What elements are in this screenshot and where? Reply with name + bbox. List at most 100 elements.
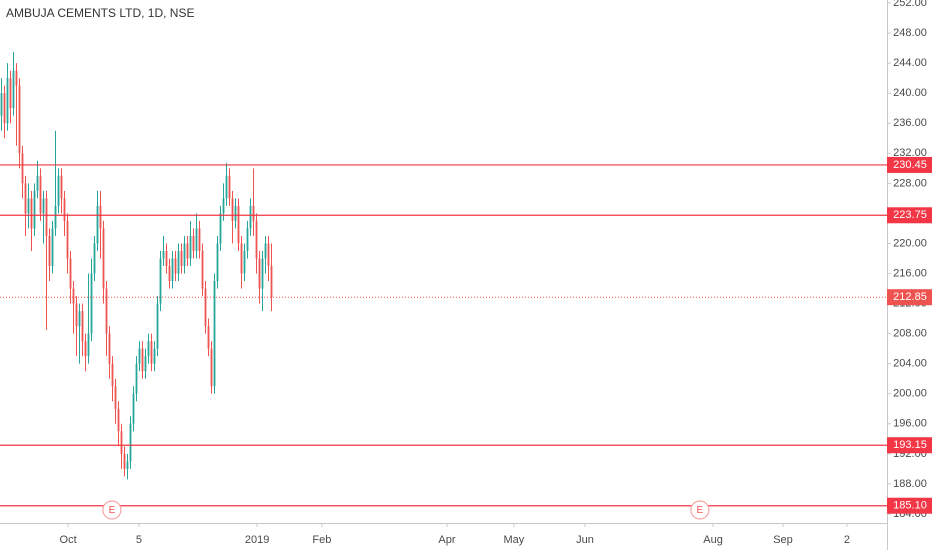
candle-body bbox=[54, 205, 57, 229]
candle-body bbox=[24, 183, 27, 214]
candle-body bbox=[120, 431, 123, 454]
candle-body bbox=[195, 228, 198, 251]
candle-body bbox=[90, 273, 93, 334]
event-marker bbox=[690, 500, 710, 520]
candle-body bbox=[189, 235, 192, 259]
price-label-box bbox=[887, 156, 932, 173]
candle-body bbox=[21, 153, 24, 184]
candle-body bbox=[60, 175, 63, 199]
candle-body bbox=[216, 243, 219, 282]
candle-body bbox=[186, 243, 189, 259]
candle-body bbox=[153, 348, 156, 364]
x-tick-label: 2019 bbox=[245, 534, 269, 546]
x-tick-label: May bbox=[504, 534, 525, 546]
y-tick-label: 248.00 bbox=[893, 27, 927, 39]
candle-body bbox=[81, 311, 84, 342]
candle-body bbox=[111, 363, 114, 387]
x-tick-label: 2 bbox=[844, 534, 850, 546]
price-label: 185.10 bbox=[893, 500, 927, 512]
candle-body bbox=[48, 235, 51, 267]
x-tick-label: Aug bbox=[703, 534, 723, 546]
candle-body bbox=[264, 243, 267, 259]
candle-body bbox=[36, 175, 39, 191]
candle-body bbox=[108, 333, 111, 364]
candle-body bbox=[165, 250, 168, 267]
candle-body bbox=[162, 250, 165, 259]
candle-body bbox=[129, 423, 132, 462]
candle-body bbox=[99, 205, 102, 229]
candle-body bbox=[87, 333, 90, 357]
chart-title: AMBUJA CEMENTS LTD, 1D, NSE bbox=[6, 6, 194, 20]
y-tick-label: 244.00 bbox=[893, 57, 927, 69]
y-tick-label: 252.00 bbox=[893, 0, 927, 9]
candle-body bbox=[9, 78, 12, 109]
candle-body bbox=[177, 250, 180, 274]
price-label-box bbox=[887, 497, 932, 514]
candle-body bbox=[102, 228, 105, 289]
candle-body bbox=[141, 348, 144, 372]
candle-body bbox=[138, 348, 141, 364]
candle-body bbox=[261, 258, 264, 289]
candle-body bbox=[234, 205, 237, 221]
y-tick-label: 204.00 bbox=[893, 358, 927, 370]
candle-body bbox=[15, 70, 18, 86]
x-tick-label: Sep bbox=[773, 534, 793, 546]
candle-body bbox=[201, 250, 204, 289]
y-tick-label: 200.00 bbox=[893, 388, 927, 400]
candle-body bbox=[126, 461, 129, 469]
y-tick-label: 208.00 bbox=[893, 328, 927, 340]
event-label: E bbox=[109, 505, 116, 516]
candle-body bbox=[93, 243, 96, 274]
candle-body bbox=[114, 386, 117, 409]
y-tick-label: 220.00 bbox=[893, 237, 927, 249]
x-tick-label: Feb bbox=[312, 534, 331, 546]
candle-body bbox=[156, 303, 159, 349]
candle-body bbox=[6, 78, 9, 124]
candle-body bbox=[150, 341, 153, 364]
event-label: E bbox=[697, 505, 704, 516]
candle-body bbox=[183, 243, 186, 267]
candle-body bbox=[204, 288, 207, 327]
candle-body bbox=[123, 453, 126, 469]
candle-body bbox=[3, 93, 6, 124]
candle-body bbox=[219, 213, 222, 244]
candle-body bbox=[78, 311, 81, 327]
price-label-box bbox=[887, 437, 932, 454]
candle-body bbox=[228, 175, 231, 199]
candle-body bbox=[63, 198, 66, 221]
candle-body bbox=[168, 266, 171, 282]
candle-body bbox=[12, 70, 15, 109]
candle-body bbox=[180, 250, 183, 267]
price-label: 212.85 bbox=[893, 291, 927, 303]
candle-body bbox=[213, 281, 216, 387]
price-label: 223.75 bbox=[893, 209, 927, 221]
price-label-box bbox=[887, 207, 932, 224]
y-tick-label: 232.00 bbox=[893, 147, 927, 159]
candle-body bbox=[249, 205, 252, 229]
candle-body bbox=[39, 175, 42, 214]
candle-body bbox=[237, 205, 240, 244]
y-tick-label: 228.00 bbox=[893, 177, 927, 189]
candle-body bbox=[30, 198, 33, 229]
candle-body bbox=[192, 235, 195, 251]
candle-body bbox=[105, 288, 108, 334]
candle-body bbox=[198, 228, 201, 251]
event-marker bbox=[102, 500, 122, 520]
x-tick-label: Oct bbox=[60, 534, 77, 546]
price-label: 230.45 bbox=[893, 159, 927, 171]
candle-body bbox=[75, 303, 78, 327]
candle-body bbox=[207, 326, 210, 349]
y-tick-label: 216.00 bbox=[893, 267, 927, 279]
candle-body bbox=[27, 198, 30, 214]
x-tick-label: 5 bbox=[136, 534, 142, 546]
candle-body bbox=[42, 198, 45, 214]
x-tick-label: Apr bbox=[438, 534, 455, 546]
candle-body bbox=[144, 356, 147, 372]
candle-body bbox=[243, 250, 246, 274]
candle-body bbox=[225, 175, 228, 199]
candle-body bbox=[45, 198, 48, 236]
candle-body bbox=[267, 243, 270, 267]
candle-body bbox=[132, 393, 135, 424]
